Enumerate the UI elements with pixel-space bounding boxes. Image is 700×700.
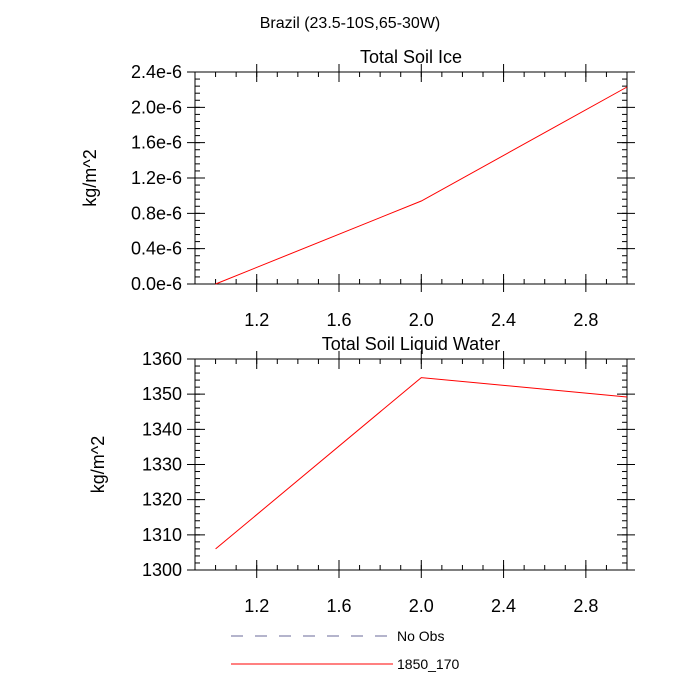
y-tick-label: 1360 — [142, 349, 182, 369]
y-tick-label: 1340 — [142, 419, 182, 439]
y-tick-label: 1330 — [142, 455, 182, 475]
series-line-1850_170 — [215, 377, 628, 550]
x-tick-label: 1.2 — [244, 310, 269, 330]
x-tick-label: 2.8 — [573, 596, 598, 616]
panel-1: Total Soil Ice 1.2 1.6 2.0 2.4 2.8 0.0e-6 0.4e-… — [80, 47, 635, 330]
x-tick-label: 2.0 — [409, 596, 434, 616]
y-tick-label: 0.0e-6 — [131, 274, 182, 294]
plot-frame — [194, 71, 628, 285]
y-tick-label: 0.8e-6 — [131, 203, 182, 223]
y-tick-label: 1310 — [142, 525, 182, 545]
y-tick-label: 0.4e-6 — [131, 239, 182, 259]
y-tick-label: 2.0e-6 — [131, 97, 182, 117]
y-tick-label: 1320 — [142, 490, 182, 510]
legend-label: No Obs — [397, 628, 444, 644]
x-tick-label: 2.4 — [491, 310, 516, 330]
y-tick-label: 2.4e-6 — [131, 62, 182, 82]
x-tick-label: 1.6 — [326, 596, 351, 616]
series-line-1850_170 — [215, 86, 628, 285]
legend-label: 1850_170 — [397, 656, 460, 672]
y-tick-label: 1350 — [142, 384, 182, 404]
panel-title: Total Soil Liquid Water — [322, 334, 500, 354]
x-tick-label: 2.4 — [491, 596, 516, 616]
y-tick-label: 1300 — [142, 560, 182, 580]
legend: No Obs 1850_170 — [231, 628, 460, 672]
panel-title: Total Soil Ice — [360, 47, 462, 67]
figure-title: Brazil (23.5-10S,65-30W) — [260, 15, 441, 32]
x-tick-label: 2.8 — [573, 310, 598, 330]
panel-2: Total Soil Liquid Water 1.2 1.6 2.0 2.4 2.8 13… — [88, 334, 635, 616]
x-tick-label: 1.6 — [326, 310, 351, 330]
y-axis-label: kg/m^2 — [80, 149, 100, 206]
y-axis-label: kg/m^2 — [88, 436, 108, 493]
x-tick-label: 1.2 — [244, 596, 269, 616]
y-tick-label: 1.6e-6 — [131, 133, 182, 153]
y-tick-label: 1.2e-6 — [131, 168, 182, 188]
x-tick-label: 2.0 — [409, 310, 434, 330]
